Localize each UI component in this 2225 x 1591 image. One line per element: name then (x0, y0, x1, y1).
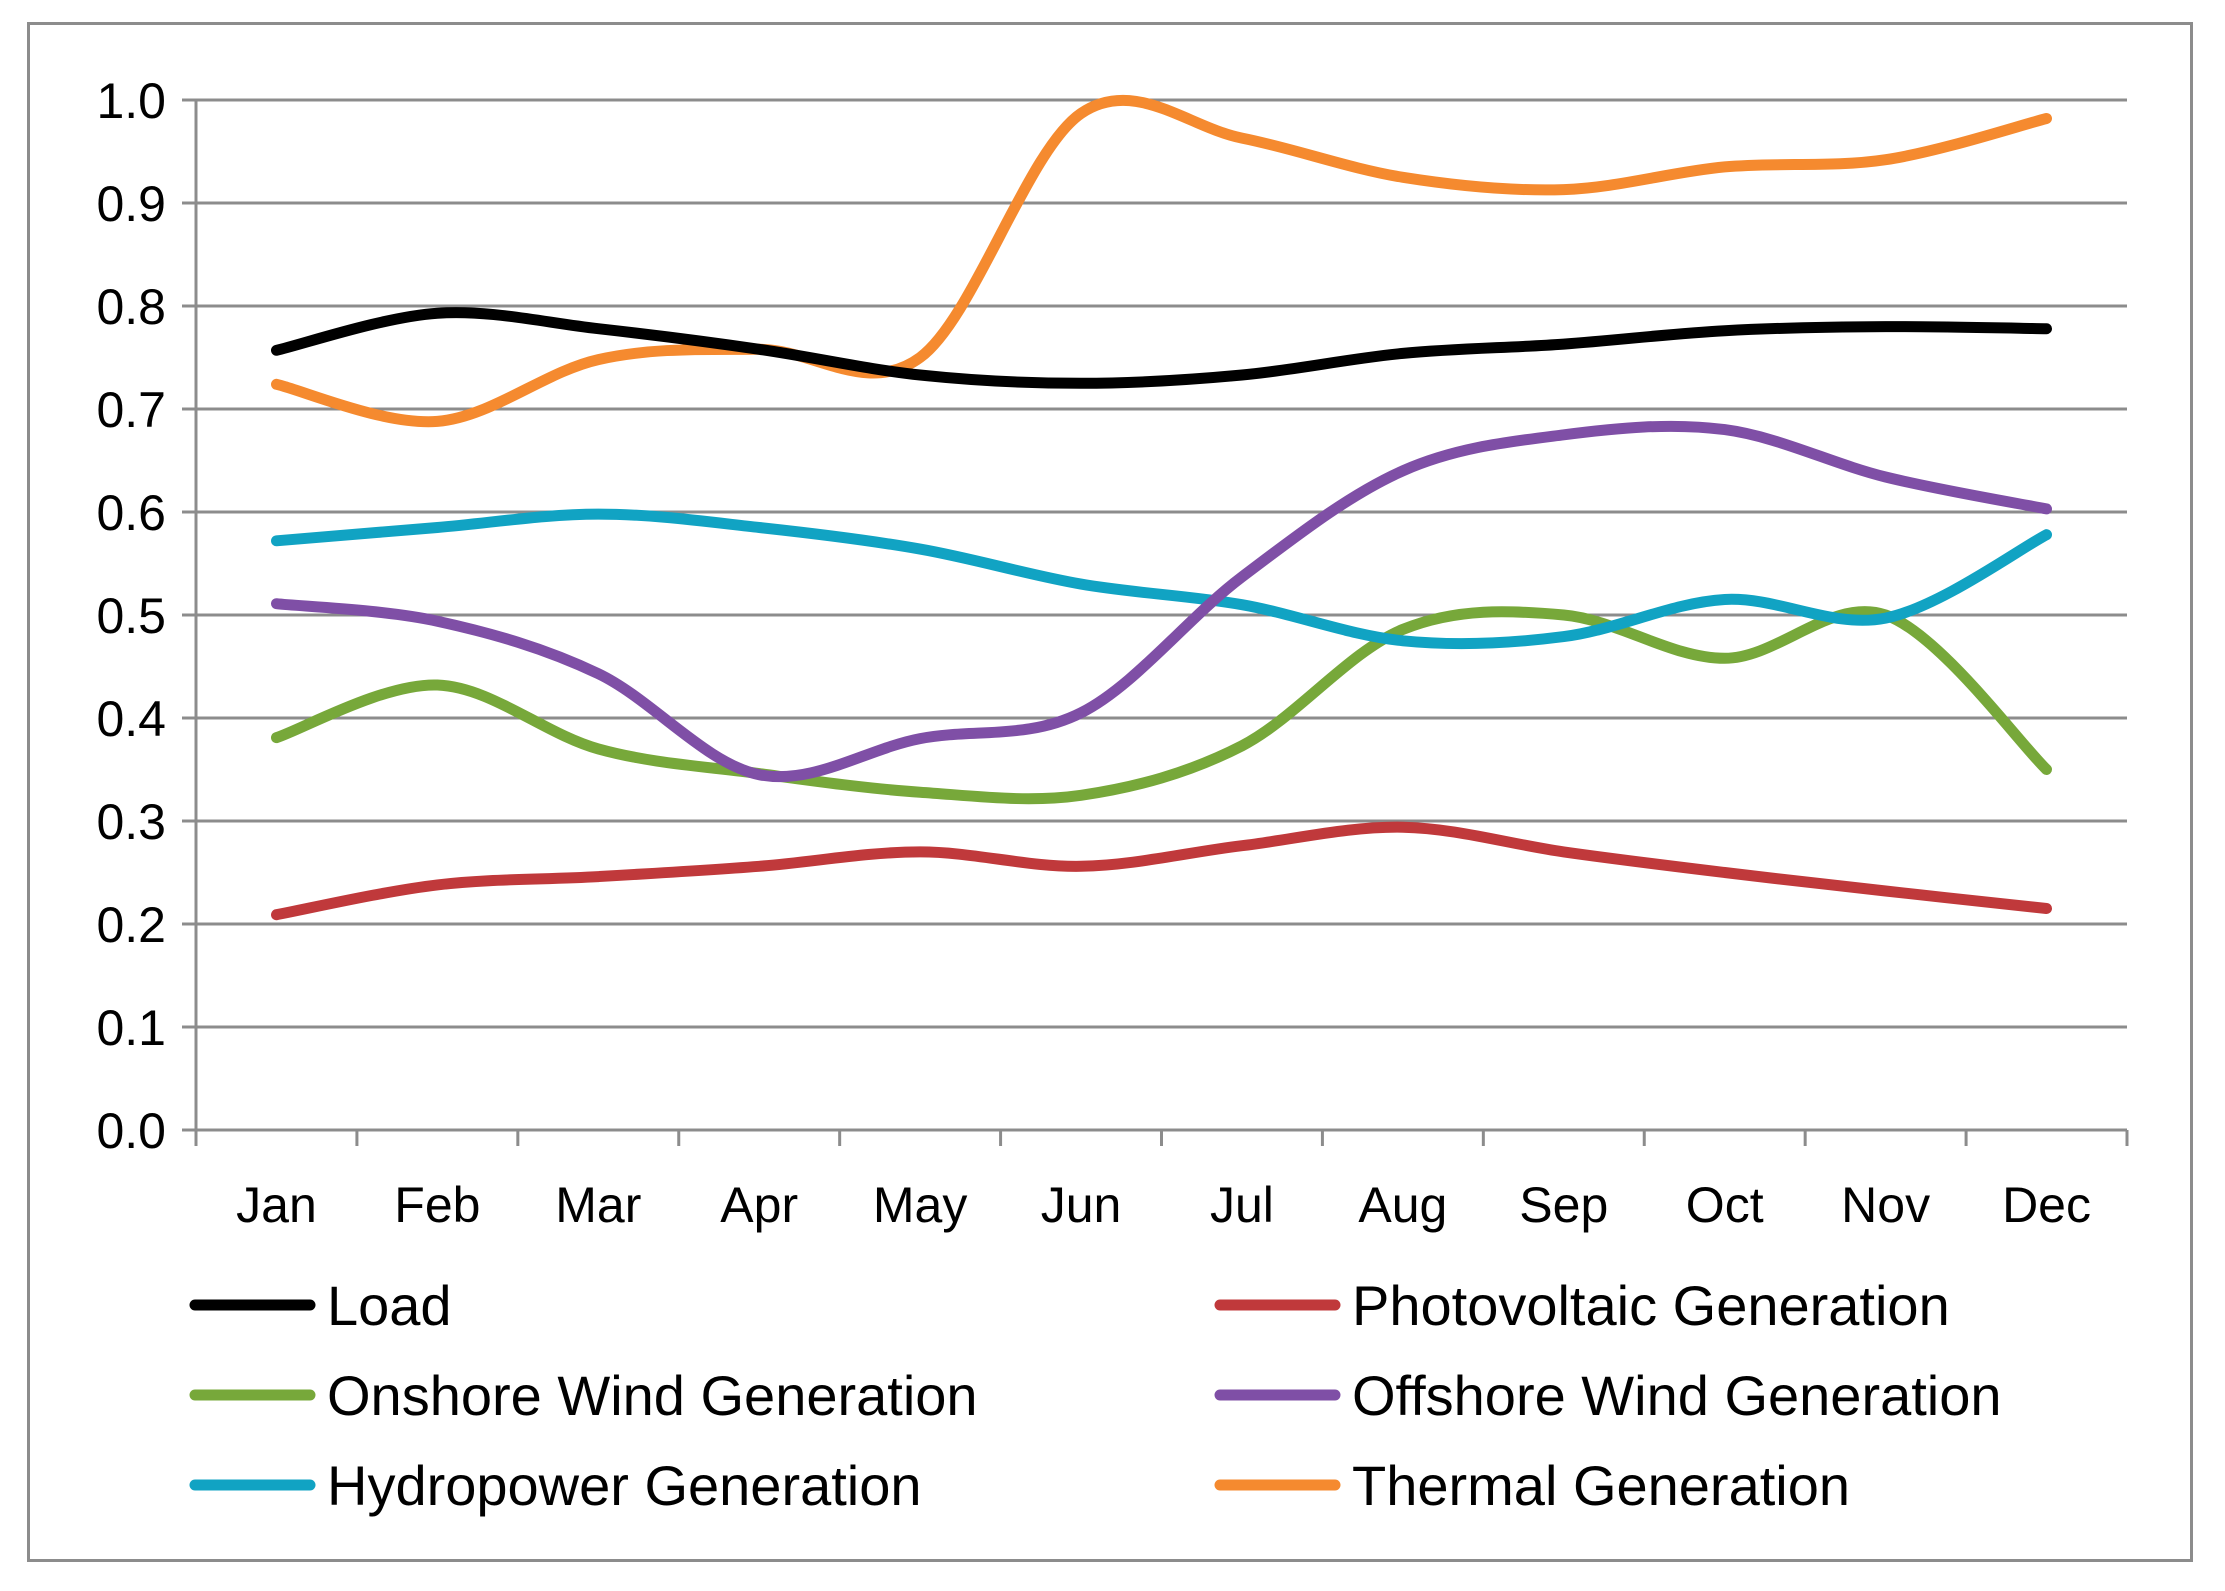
legend-label-offshore-wind-generation: Offshore Wind Generation (1352, 1364, 2002, 1427)
x-tick-label: Aug (1358, 1177, 1447, 1233)
y-tick-label: 0.6 (96, 485, 166, 541)
x-tick-label: Apr (720, 1177, 798, 1233)
gridlines (196, 98, 2127, 1029)
legend-label-load: Load (327, 1274, 452, 1337)
series-line-offshore-wind-generation (271, 420, 2052, 783)
y-tick-label: 0.0 (96, 1103, 166, 1159)
y-tick-label: 0.7 (96, 382, 166, 438)
y-tick-label: 0.8 (96, 279, 166, 335)
x-tick-label: Nov (1841, 1177, 1930, 1233)
legend-label-hydropower-generation: Hydropower Generation (327, 1454, 922, 1517)
y-tick-label: 1.0 (96, 73, 166, 129)
x-tick-label: Sep (1519, 1177, 1608, 1233)
x-tick-label: Feb (394, 1177, 480, 1233)
y-tick-label: 0.2 (96, 897, 166, 953)
y-tick-label: 0.5 (96, 588, 166, 644)
series-lines (271, 94, 2052, 921)
legend-label-photovoltaic-generation: Photovoltaic Generation (1352, 1274, 1950, 1337)
x-tick-label: Dec (2002, 1177, 2091, 1233)
x-tick-label: Oct (1686, 1177, 1764, 1233)
x-tick-label: Jan (236, 1177, 317, 1233)
series-line-hydropower-generation (271, 508, 2052, 650)
y-tick-label: 0.4 (96, 691, 166, 747)
y-tick-label: 0.9 (96, 176, 166, 232)
legend-label-thermal-generation: Thermal Generation (1352, 1454, 1850, 1517)
x-tick-label: Jul (1210, 1177, 1274, 1233)
y-tick-label: 0.1 (96, 1000, 166, 1056)
legend-label-onshore-wind-generation: Onshore Wind Generation (327, 1364, 978, 1427)
x-tick-label: May (873, 1177, 967, 1233)
series-line-load (271, 307, 2052, 389)
y-axis-ticks: 0.0 0.1 0.2 0.3 0.4 0.5 0.6 0.7 0.8 0.9 1.0 (96, 73, 196, 1159)
x-tick-label: Mar (555, 1177, 641, 1233)
x-axis-ticks: Jan Feb Mar Apr May Jun Jul Aug Sep Oct Nov Dec (194, 1130, 2129, 1233)
y-tick-label: 0.3 (96, 794, 166, 850)
series-line-thermal-generation (271, 94, 2052, 428)
x-tick-label: Jun (1041, 1177, 1122, 1233)
series-line-photovoltaic-generation (271, 821, 2052, 921)
legend: Load Photovoltaic Generation Onshore Wind … (189, 1274, 2002, 1517)
series-line-onshore-wind-generation (271, 606, 2052, 805)
